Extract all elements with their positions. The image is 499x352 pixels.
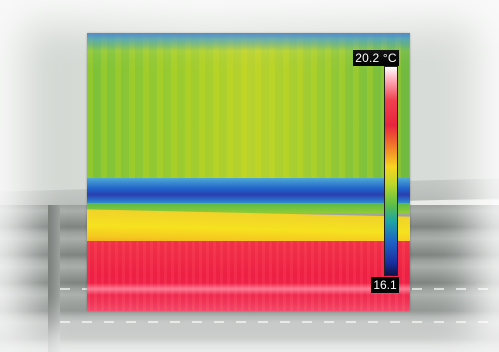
thermal-zone-shutter [87, 241, 410, 311]
thermal-zone-transition [87, 203, 410, 213]
temperature-min-label: 16.1 [371, 277, 399, 293]
temperature-max-label: 20.2 °C [353, 50, 399, 66]
shutter-frame [48, 205, 60, 352]
temperature-scale-bar [384, 66, 398, 276]
thermal-image [87, 33, 410, 311]
shutter-slat-highlight [60, 321, 499, 323]
thermal-zone-cold-bridge [87, 178, 410, 206]
